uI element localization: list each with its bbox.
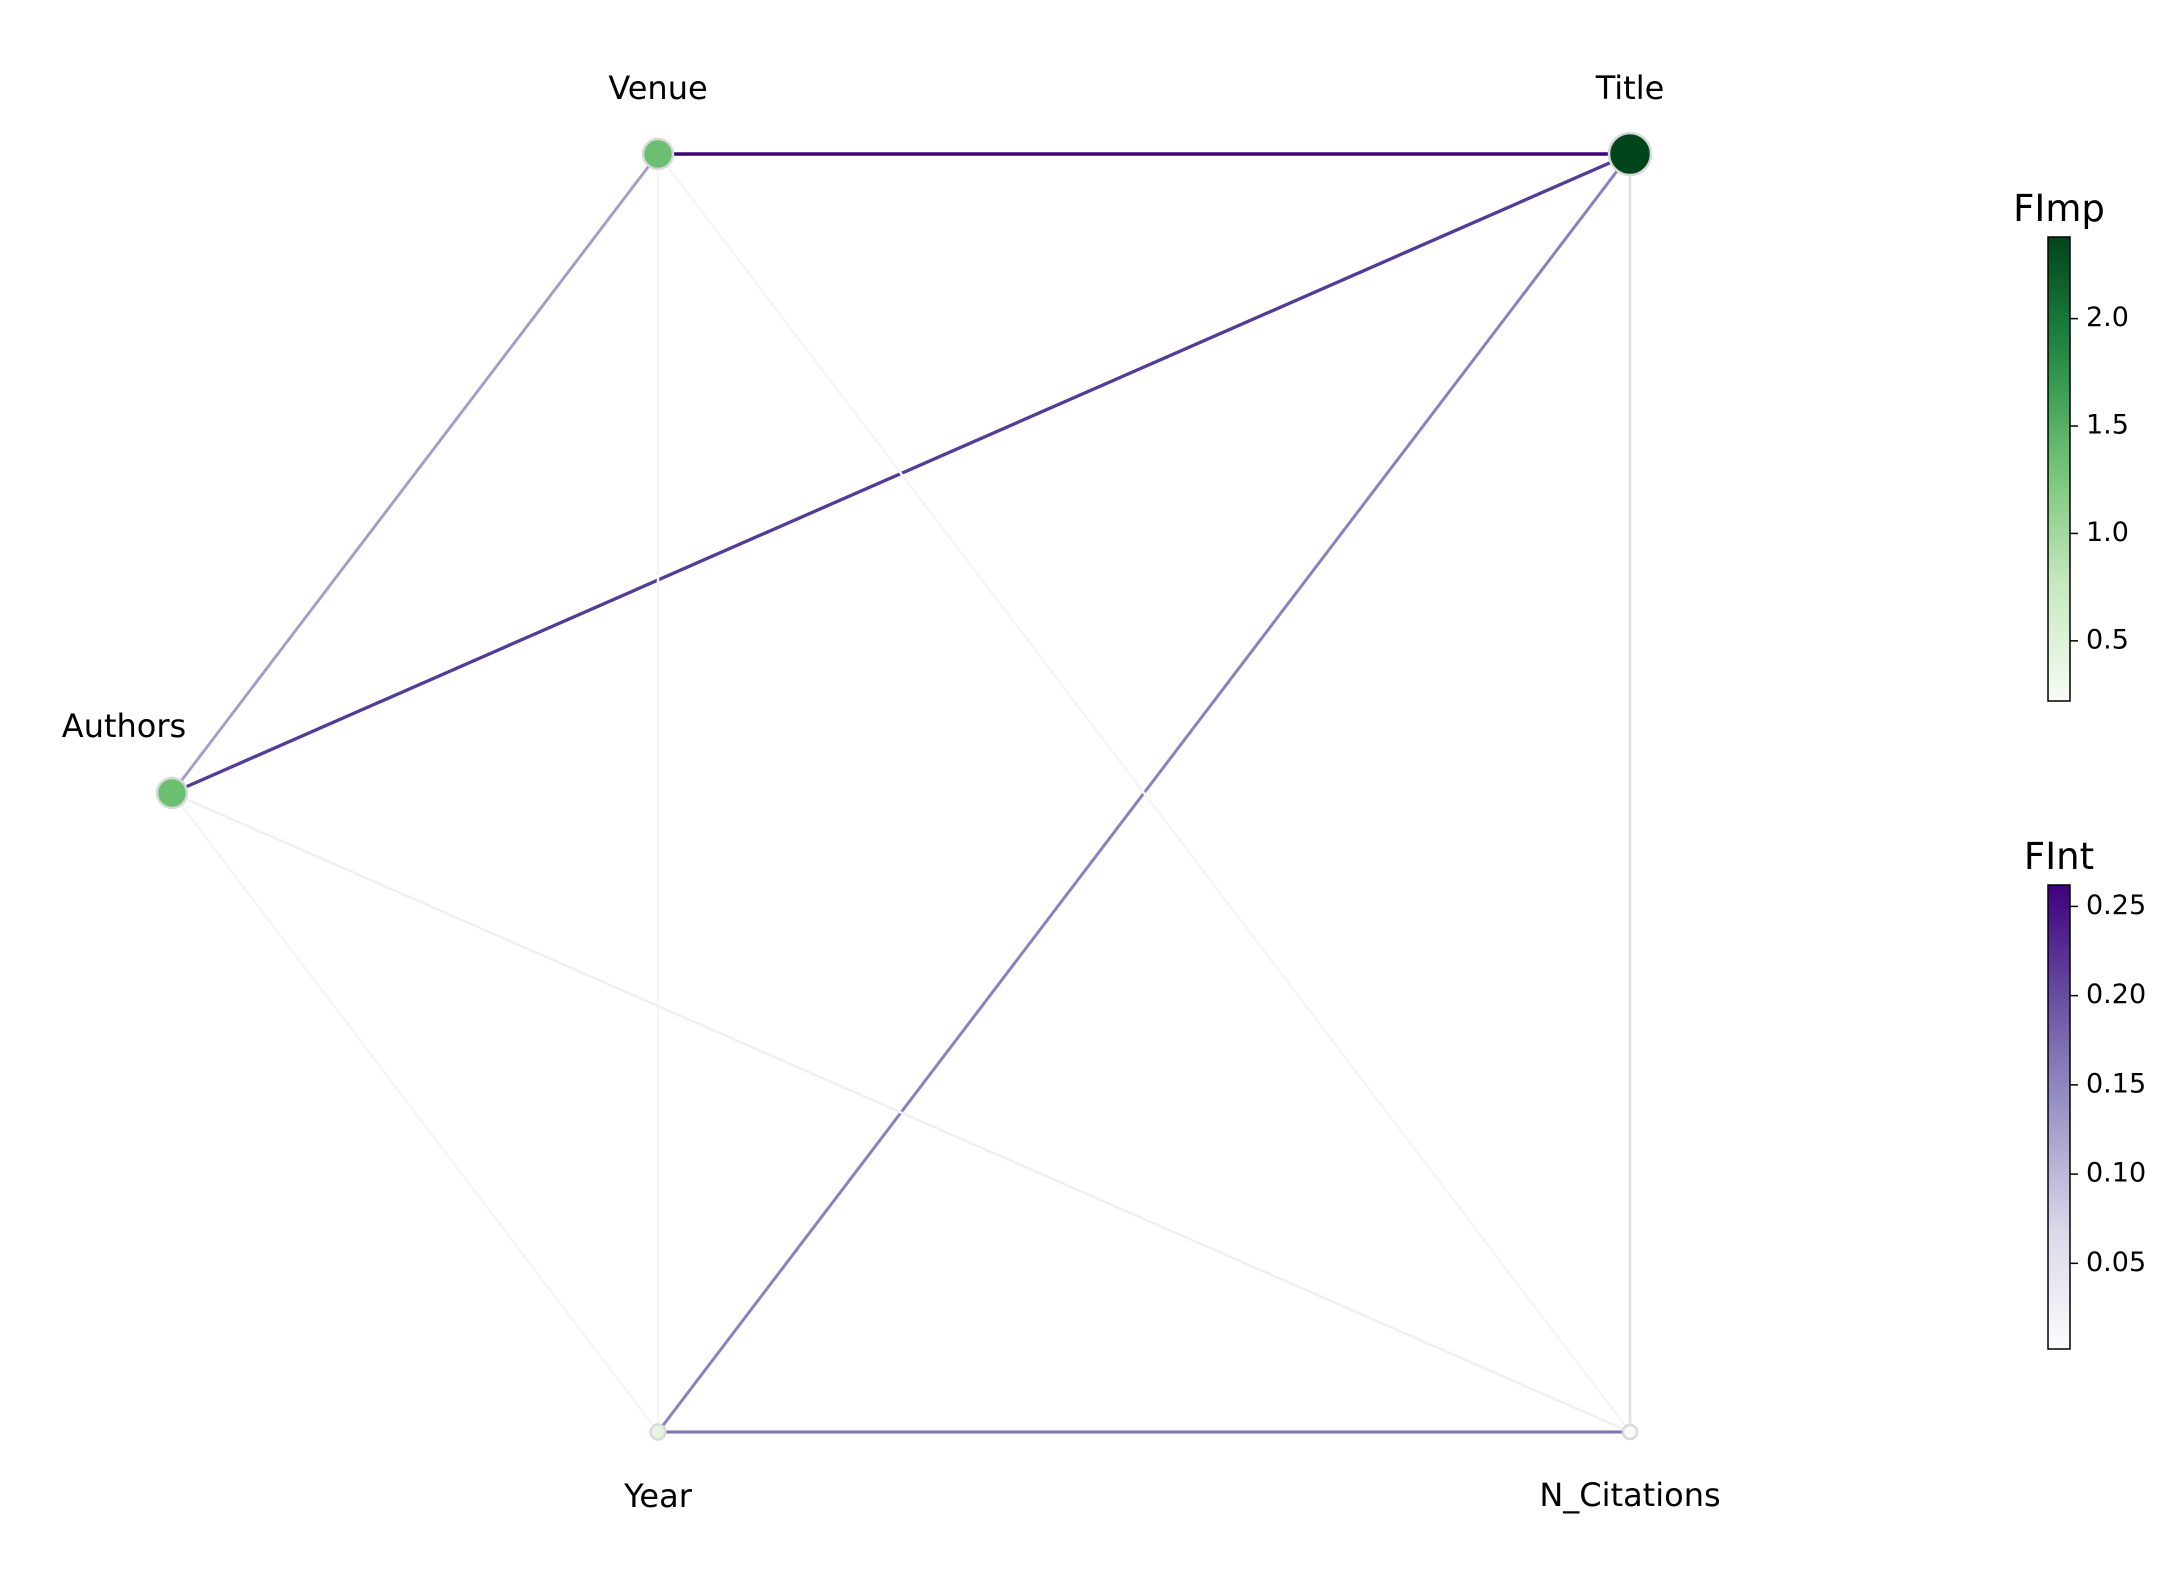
colorbar-fint: FInt 0.05 0.10 0.15 0.20 0.25 <box>2024 835 2146 1350</box>
node-year <box>649 1423 667 1441</box>
colorbar-tick-label: 0.25 <box>2086 890 2146 921</box>
colorbar-gradient <box>2047 884 2071 1350</box>
colorbar-tick-label: 0.5 <box>2086 624 2129 655</box>
node-label-authors: Authors <box>62 707 186 745</box>
colorbar-tick-label: 2.0 <box>2086 302 2129 333</box>
colorbar-fimp: FImp 0.5 1.0 1.5 2.0 <box>2013 187 2129 702</box>
node-label-n-citations: N_Citations <box>1539 1476 1720 1514</box>
labels-layer: Venue Title Authors Year N_Citations <box>62 69 1721 1515</box>
node-venue <box>641 137 675 171</box>
edge-authors-venue <box>170 152 660 795</box>
colorbars-layer: FImp 0.5 1.0 1.5 2.0 FInt 0.05 0.10 0.15 0.20 0.25 <box>2013 187 2146 1350</box>
node-authors <box>155 776 189 810</box>
node-title <box>1607 131 1653 177</box>
edges-layer <box>170 152 1632 1434</box>
nodes-layer <box>155 131 1653 1441</box>
node-n-citations <box>1621 1423 1639 1441</box>
edge-authors-n-citations <box>170 791 1632 1434</box>
colorbar-tick-label: 0.05 <box>2086 1247 2146 1278</box>
colorbar-tick-label: 0.10 <box>2086 1158 2146 1189</box>
colorbar-title: FImp <box>2013 187 2105 230</box>
node-label-venue: Venue <box>608 69 707 107</box>
edge-venue-n-citations <box>656 152 1632 1434</box>
colorbar-tick-label: 1.0 <box>2086 517 2129 548</box>
node-label-title: Title <box>1595 69 1665 107</box>
colorbar-title: FInt <box>2024 835 2094 878</box>
colorbar-tick-label: 0.20 <box>2086 979 2146 1010</box>
edge-authors-year <box>170 791 660 1434</box>
colorbar-tick-label: 0.15 <box>2086 1068 2146 1099</box>
colorbar-gradient <box>2047 236 2071 702</box>
node-label-year: Year <box>623 1477 693 1515</box>
colorbar-tick-label: 1.5 <box>2086 410 2129 441</box>
